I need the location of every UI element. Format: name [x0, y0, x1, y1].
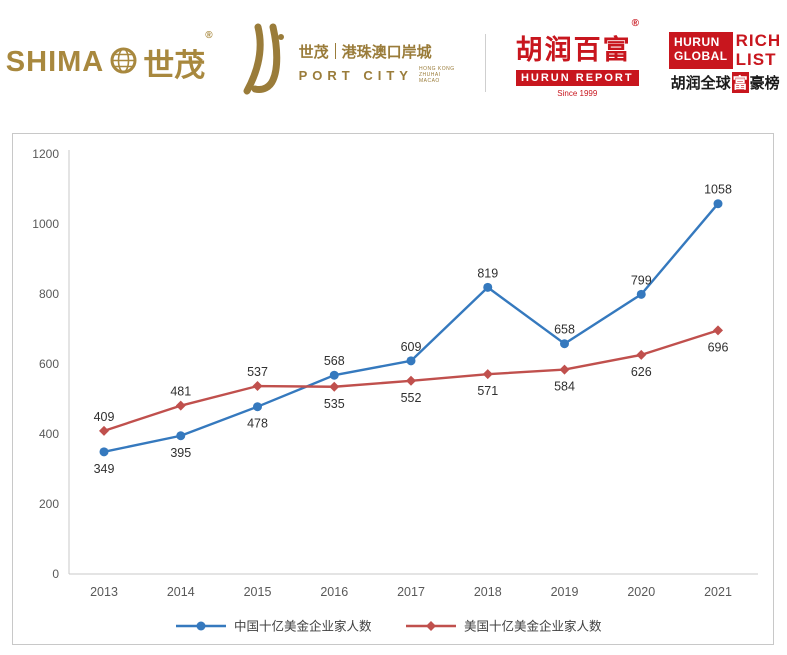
divider — [334, 43, 336, 60]
data-label: 535 — [324, 397, 345, 411]
data-point-marker — [252, 381, 263, 392]
data-point-marker — [253, 402, 262, 412]
port-city-en-name: PORT CITY — [298, 67, 413, 83]
x-tick-label: 2020 — [627, 585, 655, 599]
data-label: 819 — [477, 266, 498, 280]
hurun-report-cn: 胡润百富® — [515, 17, 639, 65]
billionaires-line-chart: 0 200 400 600 800 1000 1200 2013 2014 2015 2016 201… — [32, 147, 758, 634]
x-tick-label: 2015 — [244, 585, 272, 599]
x-tick-label: 2019 — [551, 585, 579, 599]
port-city-en-sub: HONG KONG ZHUHAI MACAO — [418, 65, 455, 85]
data-label: 568 — [324, 354, 345, 368]
x-tick-label: 2017 — [397, 585, 425, 599]
data-label: 478 — [247, 417, 268, 431]
data-label: 571 — [477, 384, 498, 398]
billionaires-chart-card: 0 200 400 600 800 1000 1200 2013 2014 2015 2016 201… — [12, 133, 774, 645]
data-label: 799 — [631, 273, 652, 287]
shimao-latin-text: SHIMA — [5, 46, 105, 78]
data-label: 696 — [708, 340, 729, 354]
x-tick-label: 2013 — [90, 585, 118, 599]
data-point-marker — [713, 199, 723, 209]
data-label: 349 — [94, 462, 115, 476]
globe-o-icon — [110, 47, 137, 79]
data-point-marker — [483, 282, 493, 292]
legend-marker-icon — [196, 621, 206, 631]
data-label: 537 — [247, 365, 268, 379]
y-tick-label: 600 — [39, 357, 59, 371]
hurun-rich-list-logo: HURUN GLOBAL RICH LIST 胡润全球 富 豪榜 — [668, 30, 782, 94]
series-line — [102, 202, 720, 454]
legend-marker-icon — [426, 621, 436, 631]
shimao-cn-text: 世茂® — [143, 30, 213, 83]
legend-label: 美国十亿美金企业家人数 — [464, 619, 602, 634]
x-tick-label: 2016 — [320, 585, 348, 599]
y-tick-label: 1000 — [32, 217, 59, 231]
data-point-marker — [559, 364, 570, 375]
data-point-marker — [560, 339, 569, 349]
rich-list-cn: 胡润全球 富 豪榜 — [671, 72, 780, 94]
legend-label: 中国十亿美金企业家人数 — [234, 619, 372, 634]
port-city-logo: 世茂 港珠澳口岸城 PORT CITY HONG KONG ZHUHAI MAC… — [243, 23, 455, 102]
port-city-text: 世茂 港珠澳口岸城 PORT CITY HONG KONG ZHUHAI MAC… — [299, 41, 455, 85]
y-tick-label: 0 — [52, 567, 59, 581]
data-label: 626 — [631, 365, 652, 379]
data-point-marker — [99, 425, 109, 436]
port-city-cn-brand: 世茂 — [298, 43, 329, 61]
data-point-marker — [175, 400, 186, 411]
data-point-marker — [329, 370, 339, 380]
x-tick-label: 2021 — [704, 585, 732, 599]
port-city-cn-name: 港珠澳口岸城 — [341, 43, 432, 61]
y-tick-label: 800 — [39, 287, 59, 301]
data-point-marker — [329, 381, 340, 392]
hurun-report-since: Since 1999 — [557, 88, 598, 98]
data-point-marker — [636, 349, 647, 360]
registered-mark: ® — [631, 17, 639, 29]
data-point-marker — [406, 356, 416, 366]
hurun-report-en: HURUN REPORT — [515, 69, 639, 86]
hurun-report-logo: 胡润百富® HURUN REPORT Since 1999 — [515, 17, 639, 98]
x-tick-label: 2018 — [474, 585, 502, 599]
registered-mark: ® — [205, 30, 213, 41]
data-label: 584 — [554, 380, 575, 394]
data-point-marker — [482, 369, 493, 380]
data-label: 658 — [554, 323, 575, 337]
y-tick-label: 200 — [39, 497, 59, 511]
y-tick-label: 400 — [39, 427, 59, 441]
logo-divider — [484, 33, 486, 92]
data-point-marker — [406, 375, 416, 386]
legend-item: 中国十亿美金企业家人数 — [176, 619, 372, 634]
data-point-marker — [176, 431, 186, 441]
data-label: 1058 — [704, 183, 732, 197]
data-label: 609 — [401, 340, 422, 354]
data-point-marker — [636, 289, 646, 299]
rich-list-title: RICH LIST — [735, 30, 782, 69]
header-logos: SHIMA 世茂® 世茂 港珠澳口岸城 — [0, 0, 787, 125]
data-label: 552 — [401, 391, 422, 405]
y-tick-label: 1200 — [32, 147, 59, 161]
data-point-marker — [99, 447, 109, 457]
data-label: 409 — [94, 410, 115, 424]
legend-item: 美国十亿美金企业家人数 — [406, 619, 602, 634]
shimao-logo: SHIMA 世茂® — [5, 30, 213, 85]
port-city-brush-icon — [243, 23, 289, 102]
data-label: 481 — [170, 385, 191, 399]
x-tick-label: 2014 — [167, 585, 195, 599]
data-label: 395 — [170, 446, 191, 460]
rich-list-red-box: HURUN GLOBAL — [668, 31, 733, 70]
data-point-marker — [713, 325, 723, 336]
